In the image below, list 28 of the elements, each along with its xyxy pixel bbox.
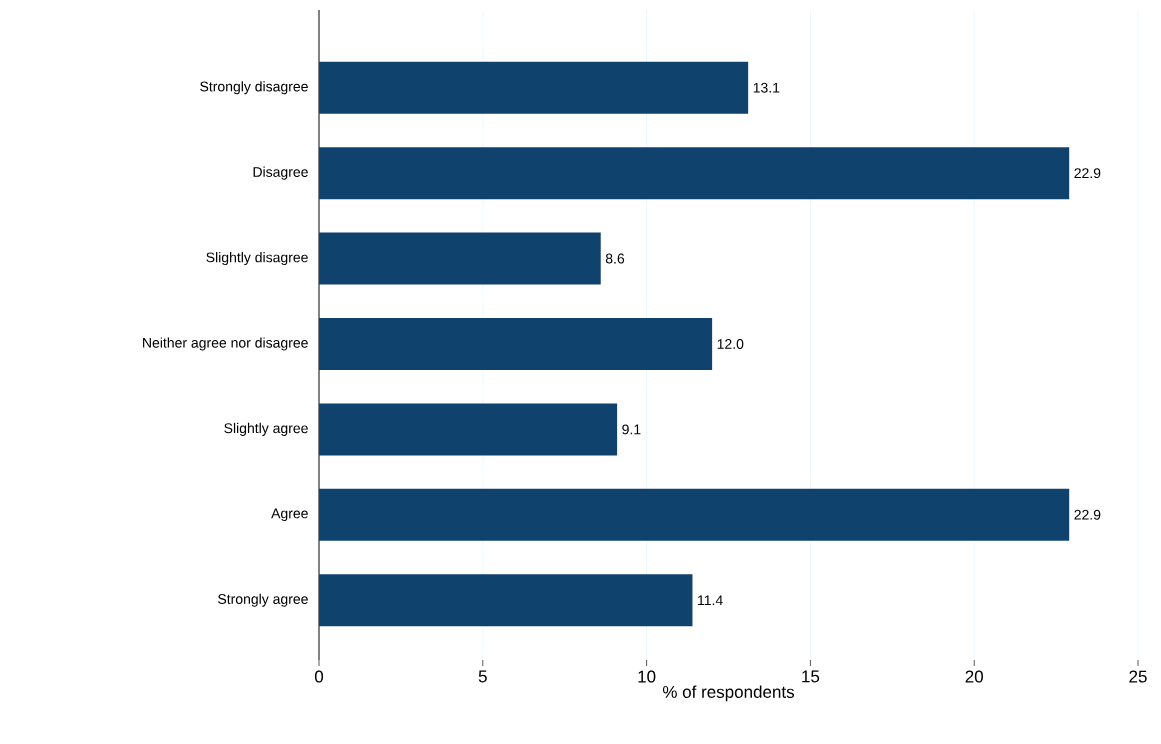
x-axis-title: % of respondents: [662, 685, 795, 702]
data-label: 11.4: [698, 595, 723, 606]
data-label: 12.0: [717, 339, 744, 349]
bar: [319, 61, 749, 114]
y-tick-label: Slightly disagree: [206, 252, 308, 266]
data-label: 13.1: [753, 82, 780, 93]
bar: [319, 574, 693, 627]
data-label: 22.9: [1074, 168, 1101, 179]
y-tick-label: Agree: [271, 508, 308, 522]
y-tick-label: Slightly agree: [224, 422, 308, 436]
y-tick-label: Neither agree nor disagree: [143, 337, 308, 351]
x-tick-label: 25: [1129, 670, 1147, 683]
bar: [319, 232, 601, 285]
y-tick-label: Strongly disagree: [200, 81, 308, 95]
x-tick-label: 5: [478, 670, 487, 683]
bar: [319, 488, 1070, 541]
x-tick-label: 0: [314, 670, 324, 683]
x-tick-label: 15: [802, 670, 820, 683]
x-tick-label: 20: [965, 670, 983, 683]
bar: [319, 403, 618, 456]
data-label: 8.6: [605, 253, 625, 264]
bar: [319, 147, 1070, 200]
x-tick-label: 10: [638, 670, 656, 683]
y-tick-label: Strongly agree: [218, 593, 308, 607]
bar: [319, 317, 713, 370]
data-label: 9.1: [622, 424, 641, 435]
data-label: 22.9: [1074, 509, 1101, 520]
y-tick-label: Disagree: [253, 166, 308, 180]
